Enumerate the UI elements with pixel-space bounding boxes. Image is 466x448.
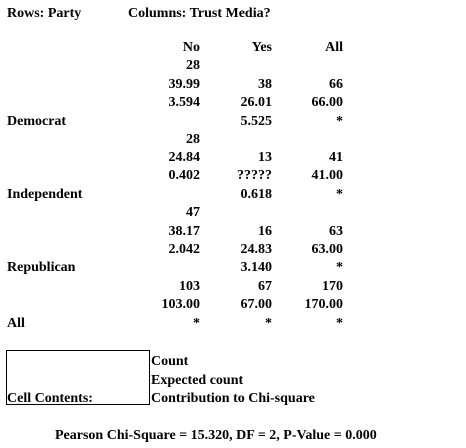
cell-contents-box: [6, 350, 150, 405]
cell-democrat-no-expected: 39.99: [168, 77, 201, 92]
cell-all-all-expected: 170.00: [304, 297, 344, 312]
row-label-all: All: [7, 316, 25, 331]
cell-democrat-all-expected: 66.00: [311, 95, 344, 110]
cell-republican-no-expected: 38.17: [168, 224, 201, 239]
cell-all-yes-count: 67: [258, 279, 272, 294]
chi-square-summary: Pearson Chi-Square = 15.320, DF = 2, P-V…: [55, 428, 377, 443]
cell-republican-all-chisq: *: [336, 260, 343, 275]
cell-contents-title: Cell Contents:: [7, 391, 93, 406]
legend-item-expected: Expected count: [151, 373, 244, 388]
cell-republican-no-chisq: 2.042: [168, 242, 201, 257]
cell-all-all-chisq: *: [336, 316, 343, 331]
cell-all-no-count: 103: [179, 279, 200, 294]
cell-independent-all-chisq: *: [336, 187, 343, 202]
cell-republican-yes-expected: 24.83: [240, 242, 273, 257]
cell-republican-no-count: 47: [186, 205, 200, 220]
cell-independent-yes-chisq: 0.618: [240, 187, 273, 202]
cell-republican-yes-chisq: 3.140: [240, 260, 273, 275]
row-label-independent: Independent: [7, 187, 83, 202]
rows-label: Rows: Party: [7, 6, 82, 21]
cell-democrat-no-count: 28: [186, 58, 200, 73]
cell-republican-yes-count: 16: [258, 224, 272, 239]
legend-item-chisq: Contribution to Chi-square: [151, 391, 315, 406]
cell-independent-all-count: 41: [329, 150, 343, 165]
legend-item-count: Count: [151, 354, 189, 369]
row-label-democrat: Democrat: [7, 114, 67, 129]
cell-all-all-count: 170: [322, 279, 343, 294]
cell-independent-no-expected: 24.84: [168, 150, 201, 165]
column-header-all: All: [325, 40, 343, 55]
column-header-yes: Yes: [251, 40, 272, 55]
row-label-republican: Republican: [7, 260, 76, 275]
cell-independent-all-expected: 41.00: [311, 168, 344, 183]
cell-democrat-all-count: 66: [329, 77, 343, 92]
columns-label: Columns: Trust Media?: [128, 6, 271, 21]
cell-independent-yes-expected: ?????: [237, 168, 272, 183]
cell-independent-yes-count: 13: [258, 150, 272, 165]
cell-republican-all-count: 63: [329, 224, 343, 239]
cell-independent-no-chisq: 0.402: [168, 168, 201, 183]
cell-democrat-yes-expected: 26.01: [240, 95, 273, 110]
column-header-no: No: [182, 40, 200, 55]
cell-all-no-expected: 103.00: [161, 297, 201, 312]
cell-democrat-no-chisq: 3.594: [168, 95, 201, 110]
cell-all-yes-expected: 67.00: [240, 297, 273, 312]
cell-republican-all-expected: 63.00: [311, 242, 344, 257]
cell-all-yes-chisq: *: [265, 316, 272, 331]
cell-independent-no-count: 28: [186, 132, 200, 147]
cell-democrat-yes-count: 38: [258, 77, 272, 92]
cell-democrat-all-chisq: *: [336, 114, 343, 129]
cell-all-no-chisq: *: [193, 316, 200, 331]
cell-democrat-yes-chisq: 5.525: [240, 114, 273, 129]
